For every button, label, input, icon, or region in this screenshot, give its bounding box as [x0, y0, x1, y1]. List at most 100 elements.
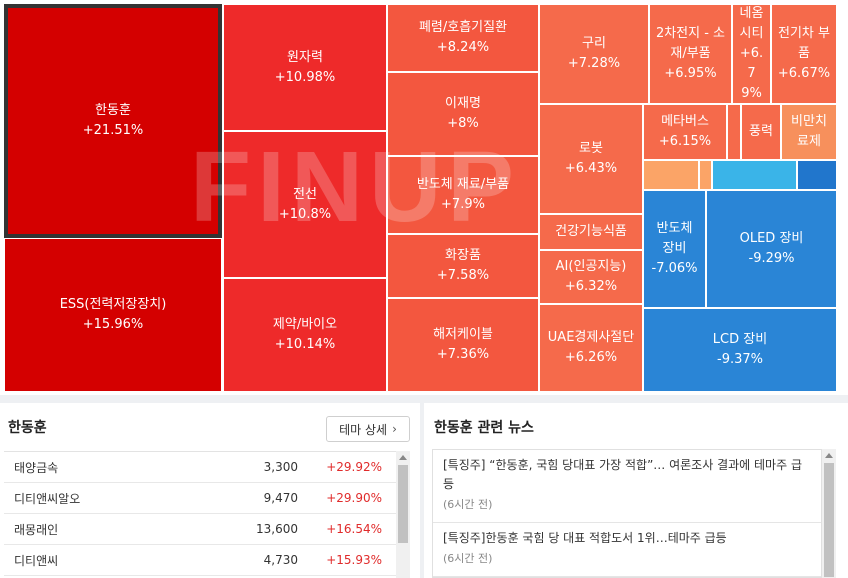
- stock-name: 디티앤씨알오: [14, 491, 81, 506]
- tile-small-1[interactable]: [727, 104, 741, 160]
- stock-change: +29.92%: [326, 460, 382, 474]
- stock-price: 13,600: [256, 522, 298, 536]
- tile-wire[interactable]: 전선 +10.8%: [223, 131, 387, 278]
- scroll-up-arrow-icon[interactable]: [825, 453, 833, 458]
- stock-row[interactable]: 태양금속 3,300 +29.92%: [4, 452, 396, 483]
- tile-uae[interactable]: UAE경제사절단 +6.26%: [539, 304, 643, 392]
- tile-handonghoon[interactable]: 한동훈 +21.51%: [3, 3, 223, 239]
- stock-change: +16.54%: [326, 522, 382, 536]
- tile-name: 메타버스: [661, 114, 709, 129]
- tile-lee[interactable]: 이재명 +8%: [387, 72, 539, 156]
- stock-name: 래몽래인: [14, 522, 59, 537]
- tile-wind[interactable]: 풍력: [741, 104, 781, 160]
- tile-small-2[interactable]: [643, 160, 699, 190]
- tile-percent: +7.28%: [567, 56, 621, 71]
- tile-name: 해저케이블: [433, 327, 493, 342]
- tile-robot[interactable]: 로봇 +6.43%: [539, 104, 643, 214]
- stock-name: 태양금속: [14, 460, 59, 475]
- tile-percent: +6.79%: [739, 46, 764, 101]
- tile-lcd[interactable]: LCD 장비 -9.37%: [643, 308, 837, 392]
- news-item[interactable]: [특징주]한동훈 국힘 당 대표 적합도서 1위…테마주 급등 (6시간 전): [433, 523, 821, 577]
- stock-price: 9,470: [263, 491, 298, 505]
- tile-name: 로봇: [579, 141, 603, 156]
- news-item[interactable]: [특징주] “한동훈, 국힘 당대표 가장 적합”… 여론조사 결과에 테마주 …: [433, 450, 821, 523]
- news-title[interactable]: [특징주] “한동훈, 국힘 당대표 가장 적합”… 여론조사 결과에 테마주 …: [443, 458, 802, 491]
- news-panel-title: 한동훈 관련 뉴스: [434, 420, 534, 436]
- tile-percent: +10.98%: [274, 69, 336, 85]
- tile-submarine-cable[interactable]: 해저케이블 +7.36%: [387, 298, 539, 392]
- tile-percent: +6.32%: [564, 279, 618, 294]
- tile-name: 전선: [293, 186, 317, 202]
- news-time: (6시간 전): [443, 498, 493, 511]
- tile-lung[interactable]: 폐렴/호흡기질환 +8.24%: [387, 4, 539, 72]
- tile-nuclear[interactable]: 원자력 +10.98%: [223, 4, 387, 131]
- tile-name: 풍력: [749, 124, 773, 139]
- tile-percent: +6.95%: [664, 66, 717, 81]
- tile-name: LCD 장비: [712, 332, 768, 347]
- stock-row[interactable]: 디티앤씨알오 9,470 +29.90%: [4, 483, 396, 514]
- scrollbar-thumb[interactable]: [824, 463, 834, 577]
- tile-small-4[interactable]: [712, 160, 797, 190]
- tile-name: 반도체 재료/부품: [416, 177, 510, 192]
- tile-neom[interactable]: 네옴 시티 +6.79%: [732, 4, 771, 104]
- news-list-scrollbar[interactable]: [822, 449, 836, 578]
- tile-name: 이재명: [445, 96, 481, 111]
- stock-change: +29.90%: [326, 491, 382, 505]
- tile-percent: +8.24%: [436, 40, 490, 55]
- tile-percent: -9.29%: [748, 251, 795, 266]
- tile-percent: +8%: [447, 116, 479, 131]
- tile-copper[interactable]: 구리 +7.28%: [539, 4, 649, 104]
- tile-percent: +7.9%: [441, 197, 485, 212]
- theme-title: 한동훈: [8, 420, 47, 436]
- tile-percent: +6.26%: [564, 350, 618, 365]
- scrollbar-thumb[interactable]: [398, 465, 408, 543]
- stock-row[interactable]: 디티앤씨 4,730 +15.93%: [4, 545, 396, 576]
- tile-percent: +7.58%: [436, 268, 490, 283]
- tile-name: ESS(전력저장장치): [59, 297, 167, 312]
- tile-name: 네옴 시티: [739, 6, 764, 41]
- stock-list-scrollbar[interactable]: [396, 451, 410, 578]
- tile-name: 제약/바이오: [272, 317, 338, 332]
- tile-name: 반도체 장비: [656, 221, 693, 256]
- tile-name: AI(인공지능): [555, 259, 627, 274]
- tile-semi-material[interactable]: 반도체 재료/부품 +7.9%: [387, 156, 539, 234]
- tile-percent: +6.67%: [777, 66, 831, 81]
- tile-name: 2차전지 - 소재/부품: [655, 26, 726, 61]
- tile-battery[interactable]: 2차전지 - 소재/부품 +6.95%: [649, 4, 732, 104]
- tile-name: 폐렴/호흡기질환: [418, 20, 508, 35]
- tile-ev-parts[interactable]: 전기차 부품 +6.67%: [771, 4, 837, 104]
- news-title[interactable]: [특징주]한동훈 국힘 당 대표 적합도서 1위…테마주 급등: [443, 531, 727, 545]
- tile-metaverse[interactable]: 메타버스 +6.15%: [643, 104, 727, 160]
- tile-cosmetics[interactable]: 화장품 +7.58%: [387, 234, 539, 298]
- scroll-up-arrow-icon[interactable]: [399, 455, 407, 460]
- tile-percent: +7.36%: [436, 347, 490, 362]
- tile-percent: +6.43%: [564, 161, 618, 176]
- tile-ess[interactable]: ESS(전력저장장치) +15.96%: [4, 238, 222, 392]
- tile-name: 건강기능식품: [555, 224, 627, 239]
- stock-price: 4,730: [263, 553, 298, 567]
- stock-row[interactable]: 래몽래인 13,600 +16.54%: [4, 514, 396, 545]
- tile-name: 비만치료제: [791, 114, 827, 149]
- stock-price: 3,300: [263, 460, 298, 474]
- news-list: [특징주] “한동훈, 국힘 당대표 가장 적합”… 여론조사 결과에 테마주 …: [432, 449, 822, 578]
- tile-semi-equipment[interactable]: 반도체 장비 -7.06%: [643, 190, 706, 308]
- tile-name: UAE경제사절단: [547, 330, 635, 345]
- theme-detail-button[interactable]: 테마 상세 ›: [326, 416, 410, 442]
- tile-small-3[interactable]: [699, 160, 712, 190]
- stock-change: +15.93%: [326, 553, 382, 567]
- tile-oled[interactable]: OLED 장비 -9.29%: [706, 190, 837, 308]
- tile-pharma[interactable]: 제약/바이오 +10.14%: [223, 278, 387, 392]
- tile-name: 원자력: [287, 49, 323, 65]
- tile-percent: -9.37%: [717, 352, 763, 367]
- news-time: (6시간 전): [443, 552, 493, 565]
- tile-name: 구리: [582, 36, 606, 51]
- tile-small-5[interactable]: [797, 160, 837, 190]
- tile-health-food[interactable]: 건강기능식품: [539, 214, 643, 250]
- tile-percent: +21.51%: [82, 123, 144, 138]
- tile-name: 화장품: [445, 248, 481, 263]
- stock-name: 디티앤씨: [14, 553, 59, 568]
- theme-stocks-panel: 한동훈 테마 상세 › 태양금속 3,300 +29.92% 디티앤씨알오 9,…: [0, 403, 420, 578]
- theme-treemap: 한동훈 +21.51% ESS(전력저장장치) +15.96% 원자력 +10.…: [0, 0, 848, 395]
- tile-obesity[interactable]: 비만치료제: [781, 104, 837, 160]
- tile-ai[interactable]: AI(인공지능) +6.32%: [539, 250, 643, 304]
